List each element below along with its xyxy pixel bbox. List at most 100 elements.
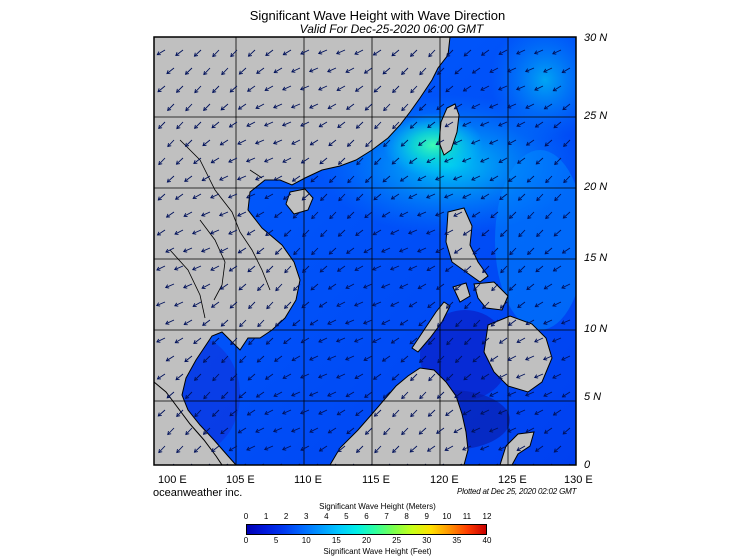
direction-arrow-head xyxy=(173,266,179,271)
direction-arrow xyxy=(174,229,184,235)
direction-arrow xyxy=(229,445,238,452)
direction-arrow-head xyxy=(516,410,521,415)
direction-arrow xyxy=(157,229,166,236)
direction-arrow xyxy=(291,103,301,108)
direction-arrow xyxy=(491,319,499,327)
direction-arrow-head xyxy=(525,429,530,433)
direction-arrow-head xyxy=(183,321,188,326)
map-title: Significant Wave Height with Wave Direct… xyxy=(249,8,506,23)
direction-arrow xyxy=(356,121,364,129)
direction-arrow-head xyxy=(516,447,521,452)
direction-arrow xyxy=(374,157,382,165)
direction-arrow-head xyxy=(444,123,449,128)
direction-arrow-head xyxy=(508,214,514,219)
direction-arrow-head xyxy=(175,52,180,56)
borneo-island xyxy=(329,367,469,465)
direction-arrow xyxy=(464,301,472,309)
direction-arrow xyxy=(221,67,229,75)
direction-arrow-head xyxy=(454,394,459,399)
direction-arrow xyxy=(391,49,400,57)
direction-arrow xyxy=(410,85,418,93)
direction-arrow-head xyxy=(157,196,162,201)
direction-arrow-head xyxy=(346,142,352,147)
direction-arrow-head xyxy=(246,446,251,451)
direction-arrow-head xyxy=(389,266,395,271)
feet-tick: 5 xyxy=(273,536,279,545)
direction-arrow xyxy=(536,229,544,237)
direction-arrow-head xyxy=(292,322,297,327)
direction-arrow xyxy=(203,355,211,363)
direction-arrow-head xyxy=(282,375,287,380)
direction-arrow xyxy=(355,409,364,416)
direction-arrow-head xyxy=(255,176,260,181)
direction-arrow xyxy=(444,157,454,163)
direction-arrow-head xyxy=(534,410,539,415)
direction-arrow xyxy=(498,157,508,163)
direction-arrow-head xyxy=(383,431,388,436)
direction-arrow-head xyxy=(309,428,314,433)
direction-arrow-head xyxy=(185,394,190,399)
direction-arrow xyxy=(365,139,373,147)
direction-arrow-head xyxy=(212,377,217,382)
direction-arrow xyxy=(526,283,535,290)
direction-arrow-head xyxy=(426,447,432,452)
direction-arrow xyxy=(480,445,490,450)
direction-arrow xyxy=(482,301,490,309)
direction-arrow-head xyxy=(392,125,397,130)
direction-arrow-head xyxy=(193,52,198,57)
direction-arrow xyxy=(409,157,418,164)
direction-arrow-head xyxy=(428,340,433,345)
direction-arrow-head xyxy=(166,394,171,399)
direction-arrow xyxy=(354,265,364,271)
direction-arrow xyxy=(363,247,373,253)
direction-arrow-head xyxy=(201,285,206,289)
feet-tick: 35 xyxy=(452,536,462,545)
direction-arrow-head xyxy=(255,428,260,433)
direction-arrow xyxy=(183,283,193,289)
direction-arrow xyxy=(428,337,436,345)
direction-arrow xyxy=(553,265,562,272)
direction-arrow-head xyxy=(175,160,180,165)
direction-arrow xyxy=(391,337,400,344)
direction-arrow-head xyxy=(372,338,377,343)
direction-arrow-head xyxy=(471,393,476,398)
lon-label-115e: 115 E xyxy=(362,474,390,486)
direction-arrow-head xyxy=(266,305,271,310)
direction-arrow xyxy=(256,247,265,254)
direction-arrow-head xyxy=(219,141,224,146)
direction-arrow xyxy=(291,139,301,145)
direction-arrow xyxy=(273,103,283,109)
direction-arrow xyxy=(292,319,301,326)
direction-arrow xyxy=(534,85,544,91)
meter-tick: 2 xyxy=(283,512,289,521)
direction-arrow-head xyxy=(381,213,386,218)
direction-arrow xyxy=(544,139,553,147)
direction-arrow xyxy=(553,121,562,129)
direction-arrow-head xyxy=(410,89,415,94)
direction-arrow-head xyxy=(471,104,476,109)
direction-arrow-head xyxy=(309,141,314,146)
meter-tick: 4 xyxy=(324,512,329,521)
direction-arrow xyxy=(228,193,238,198)
direction-arrow-head xyxy=(515,86,521,91)
direction-arrow-head xyxy=(373,412,378,417)
direction-arrow-head xyxy=(329,178,334,183)
direction-arrow-head xyxy=(416,212,422,217)
direction-arrow-head xyxy=(256,250,261,255)
direction-arrow-head xyxy=(311,466,314,469)
direction-arrow-head xyxy=(482,268,487,274)
direction-arrow xyxy=(319,301,328,308)
direction-arrow xyxy=(176,157,184,165)
direction-arrow xyxy=(491,247,499,255)
direction-arrow xyxy=(346,103,355,110)
direction-arrow xyxy=(346,247,355,254)
direction-arrow xyxy=(518,265,526,273)
direction-arrow xyxy=(291,391,301,397)
meter-tick: 3 xyxy=(304,512,309,521)
direction-arrow xyxy=(445,85,454,93)
direction-arrow-head xyxy=(417,285,422,290)
direction-arrow xyxy=(453,211,463,217)
feet-tick: 30 xyxy=(422,536,432,545)
direction-arrow xyxy=(158,121,166,129)
